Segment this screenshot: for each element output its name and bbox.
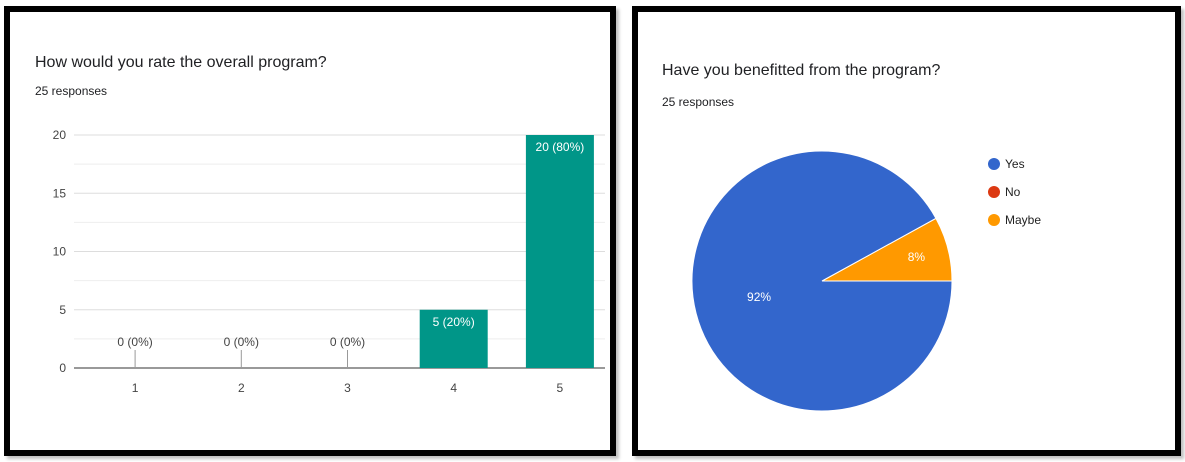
pie-slice — [691, 150, 953, 412]
bar-chart: 0 5 10 15 20 0 (0%) 1 0 (0%) 2 0 (0%) 3 5 (20%) 4 20 … — [53, 128, 605, 395]
bar-data-label: 20 (80%) — [536, 140, 585, 154]
x-tick-label: 5 — [557, 381, 564, 395]
y-tick-label: 15 — [53, 186, 67, 200]
bar-data-label: 0 (0%) — [224, 335, 259, 349]
x-tick-label: 4 — [450, 381, 457, 395]
bar — [419, 309, 488, 368]
x-tick-label: 3 — [344, 381, 351, 395]
legend-marker — [988, 214, 1000, 226]
y-tick-label: 0 — [59, 361, 66, 375]
pie-chart: 8% 92% Yes No Maybe — [691, 150, 1041, 412]
bar-chart-subtitle: 25 responses — [35, 84, 108, 98]
bar-chart-panel: How would you rate the overall program? … — [4, 6, 616, 456]
bar-data-label: 0 (0%) — [117, 335, 152, 349]
legend-label: Maybe — [1005, 213, 1041, 227]
pie-slice-label: 92% — [747, 290, 771, 304]
bar-data-label: 0 (0%) — [330, 335, 365, 349]
legend-label: No — [1005, 185, 1021, 199]
x-tick-label: 2 — [238, 381, 245, 395]
pie-chart-title: Have you benefitted from the program? — [662, 62, 941, 79]
bar-data-label: 5 (20%) — [433, 315, 475, 329]
x-tick-label: 1 — [132, 381, 139, 395]
y-tick-label: 10 — [53, 245, 67, 259]
pie-chart-panel: Have you benefitted from the program? 25… — [632, 6, 1181, 456]
pie-slice-label: 8% — [908, 250, 926, 264]
bar — [525, 135, 594, 368]
y-tick-label: 20 — [53, 128, 67, 142]
y-tick-label: 5 — [59, 303, 66, 317]
legend-marker — [988, 158, 1000, 170]
legend-marker — [988, 186, 1000, 198]
bar-chart-title: How would you rate the overall program? — [35, 54, 327, 71]
pie-chart-subtitle: 25 responses — [662, 95, 735, 109]
legend-label: Yes — [1005, 157, 1025, 171]
